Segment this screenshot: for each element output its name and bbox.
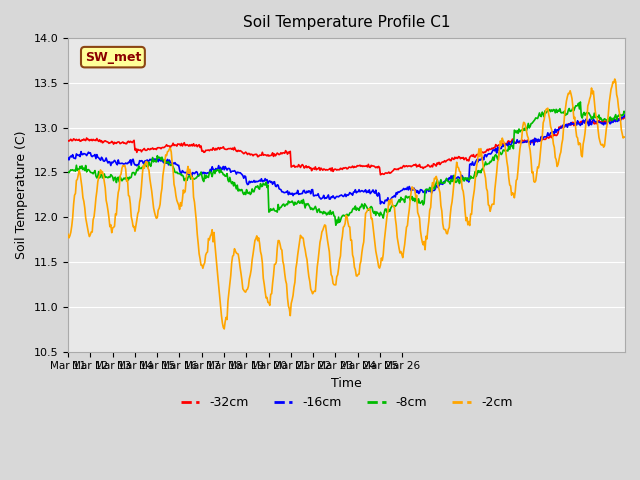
X-axis label: Time: Time bbox=[331, 377, 362, 390]
Text: SW_met: SW_met bbox=[84, 51, 141, 64]
Legend: -32cm, -16cm, -8cm, -2cm: -32cm, -16cm, -8cm, -2cm bbox=[175, 391, 518, 414]
Title: Soil Temperature Profile C1: Soil Temperature Profile C1 bbox=[243, 15, 451, 30]
Y-axis label: Soil Temperature (C): Soil Temperature (C) bbox=[15, 131, 28, 259]
